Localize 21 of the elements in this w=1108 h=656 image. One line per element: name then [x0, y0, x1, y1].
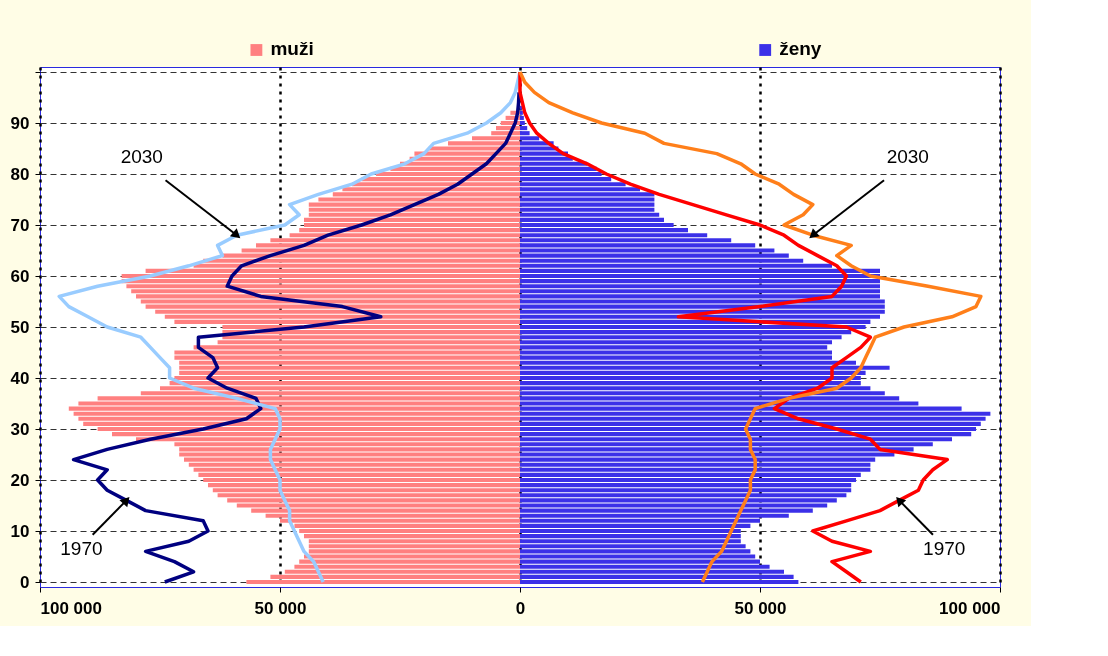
legend-label: muži — [270, 38, 314, 59]
y-tick-label: 80 — [10, 164, 30, 184]
y-tick-label: 10 — [10, 521, 30, 541]
y-tick-label: 40 — [10, 368, 30, 388]
x-tick-label: 100 000 — [40, 598, 102, 618]
annotation: 1970 — [923, 538, 966, 560]
x-tick-label: 50 000 — [254, 598, 307, 618]
x-tick-label: 50 000 — [734, 598, 787, 618]
annotation: 2030 — [120, 145, 163, 167]
y-tick-label: 90 — [10, 113, 30, 133]
x-tick-label: 0 — [515, 598, 526, 618]
y-tick-label: 30 — [10, 419, 30, 439]
y-tick-label: 60 — [10, 266, 30, 286]
y-tick-label: 50 — [10, 317, 30, 337]
y-tick-label: 0 — [20, 572, 30, 592]
y-tick-label: 70 — [10, 215, 30, 235]
x-tick-label: 100 000 — [939, 598, 1001, 618]
y-tick-label: 20 — [10, 470, 30, 490]
annotation: 2030 — [886, 145, 929, 167]
legend-label: ženy — [779, 38, 822, 59]
annotation: 1970 — [60, 538, 103, 560]
